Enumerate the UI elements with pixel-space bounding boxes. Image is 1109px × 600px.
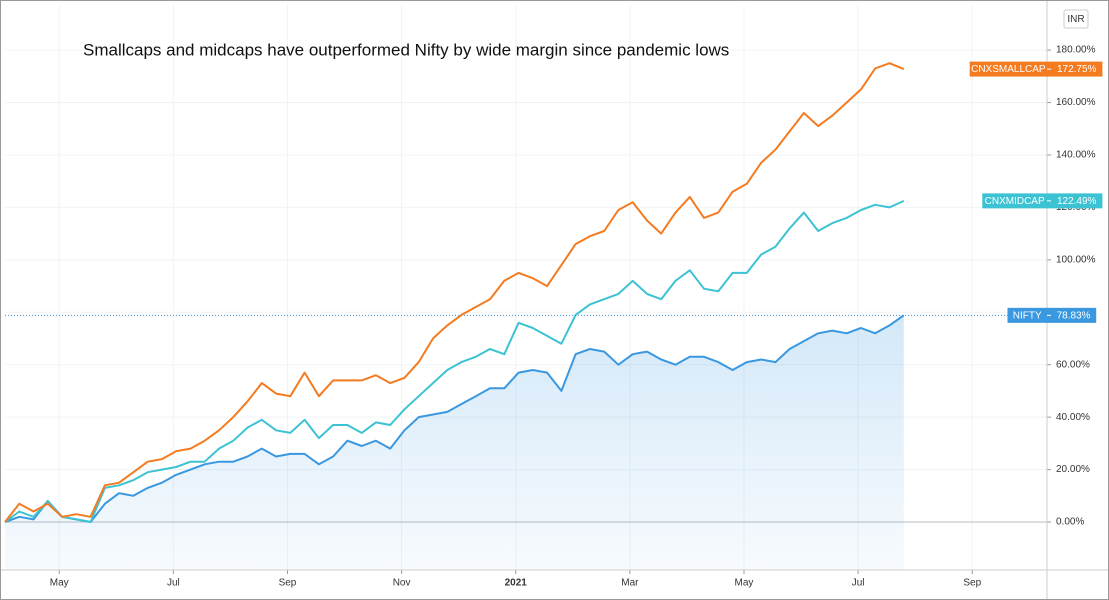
legend-entry: NIFTY [1013, 310, 1042, 321]
x-tick-label: Mar [621, 578, 639, 589]
x-tick-label: Sep [963, 578, 981, 589]
x-tick-label: 2021 [505, 578, 528, 589]
y-tick-label: 160.00% [1056, 97, 1096, 108]
end-value-label: 78.83% [1057, 310, 1091, 321]
y-tick-label: 180.00% [1056, 45, 1096, 56]
line [4, 199, 905, 523]
x-tick-label: Nov [393, 578, 411, 589]
y-tick-label: 60.00% [1056, 359, 1090, 370]
y-tick-label: 20.00% [1056, 464, 1090, 475]
x-tick-label: Sep [279, 578, 297, 589]
series-tag: CNXMIDCAP 122.49% [982, 193, 1103, 209]
y-tick-label: 140.00% [1056, 150, 1096, 161]
x-tick-label: Jul [852, 578, 865, 589]
chart-title: Smallcaps and midcaps have outperformed … [83, 40, 729, 59]
legend-entry: CNXMIDCAP [985, 196, 1045, 207]
series-tag-box [982, 193, 1103, 209]
y-tick-label: 0.00% [1056, 517, 1084, 528]
currency-label[interactable]: INR [1067, 14, 1084, 25]
area [5, 315, 904, 570]
y-tick-label: 40.00% [1056, 412, 1090, 423]
series-tag-box [1007, 307, 1097, 323]
line [4, 314, 905, 523]
line [4, 62, 905, 523]
series-tag: NIFTY 78.83% [1007, 307, 1097, 323]
y-tick-label: 100.00% [1056, 254, 1096, 265]
x-tick-label: May [735, 578, 754, 589]
end-value-label: 172.75% [1057, 64, 1097, 75]
x-tick-label: Jul [167, 578, 180, 589]
series-tag: CNXSMALLCAP 172.75% [969, 61, 1103, 77]
series-tag-box [969, 61, 1103, 77]
end-value-label: 122.49% [1057, 196, 1097, 207]
legend-entry: CNXSMALLCAP [971, 64, 1046, 75]
currency-button[interactable] [1063, 9, 1089, 29]
x-tick-label: May [50, 578, 69, 589]
